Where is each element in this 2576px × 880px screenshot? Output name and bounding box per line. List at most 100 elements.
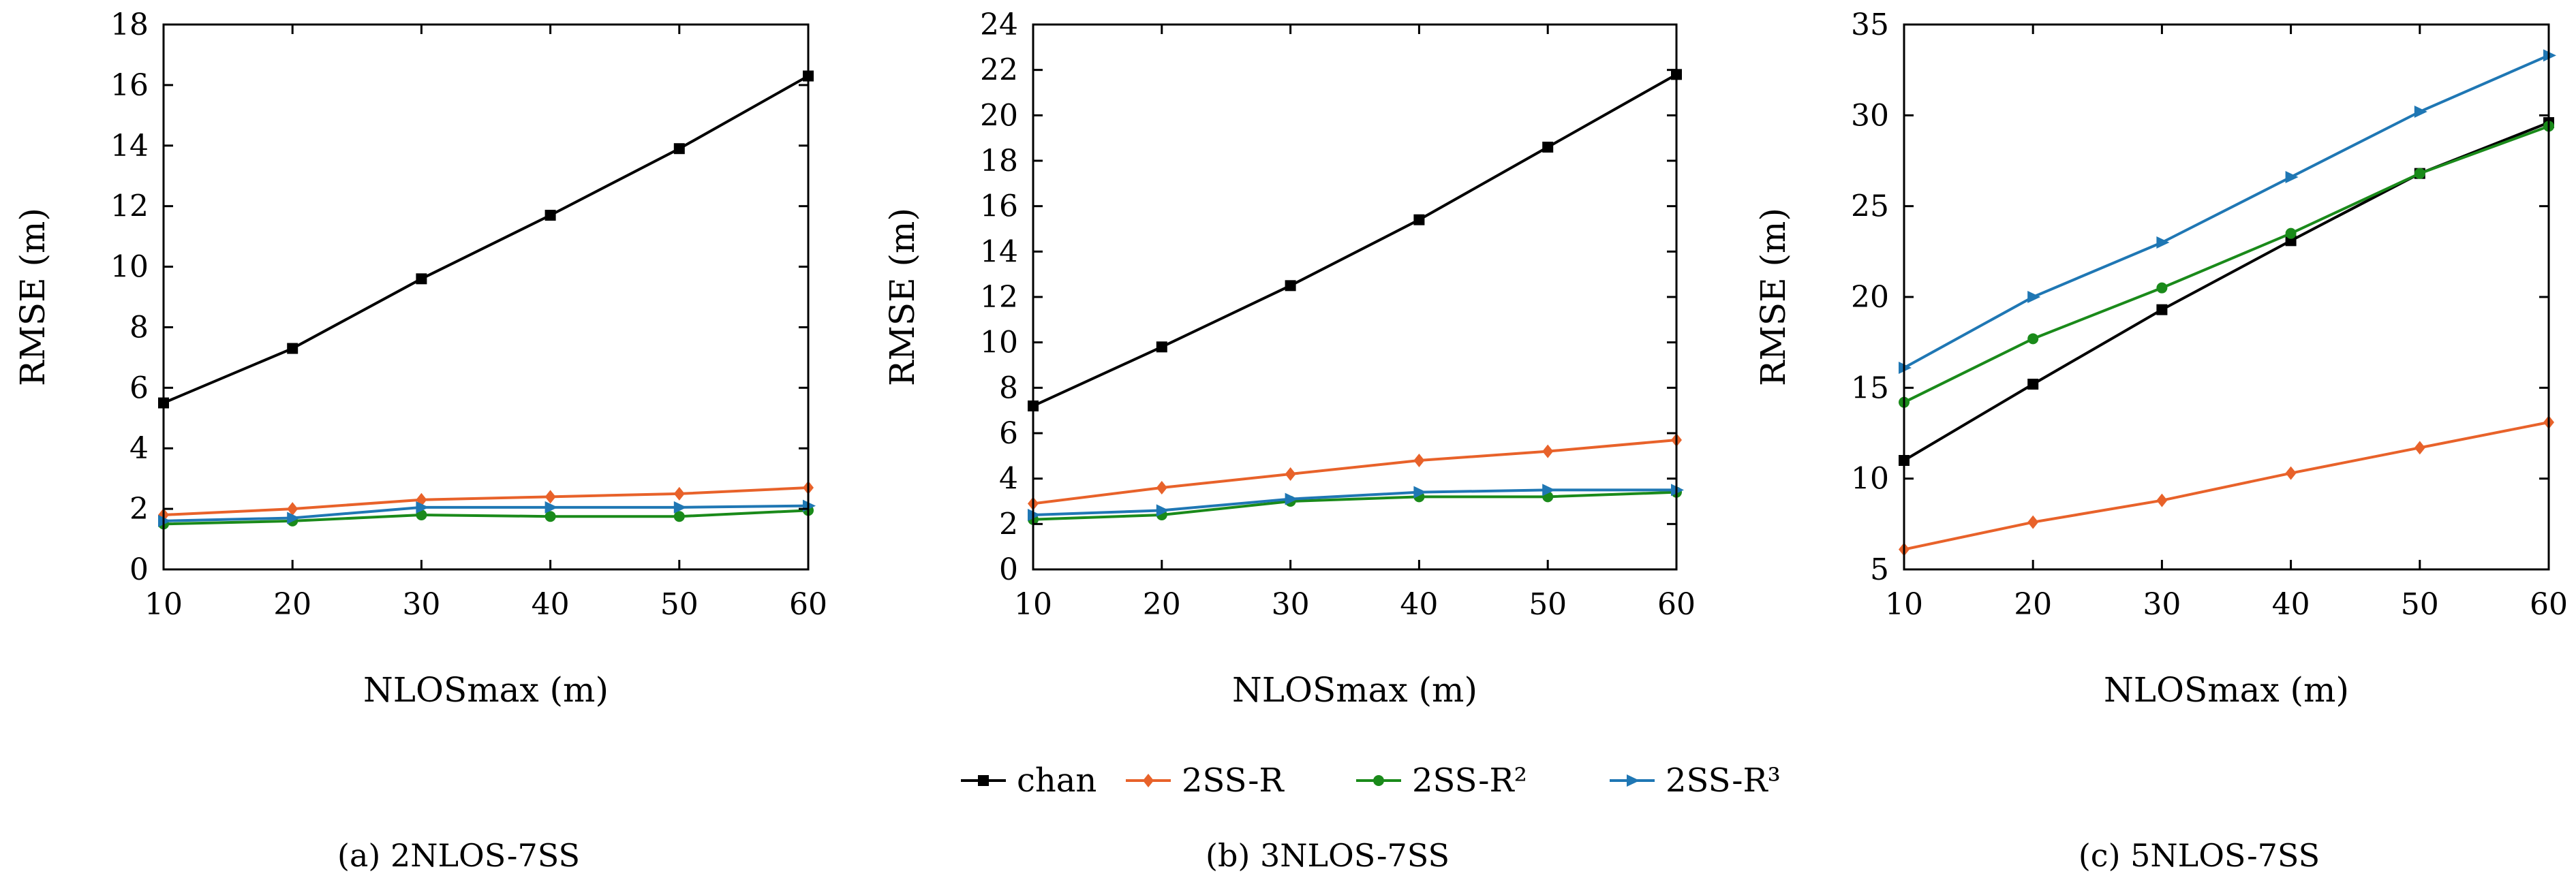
y-tick-label: 0 (999, 552, 1018, 587)
plot-frame (162, 23, 810, 571)
series-line-0 (1032, 73, 1677, 407)
y-tick-label: 10 (980, 326, 1018, 360)
data-point-1-3 (1413, 454, 1425, 467)
legend-label: 2SS-R³ (1666, 761, 1781, 800)
data-point-3-3 (2285, 171, 2299, 183)
legend-label: chan (1017, 761, 1097, 800)
x-tick-label: 10 (144, 587, 183, 622)
x-axis-label: NLOSmax (m) (363, 670, 609, 710)
data-point-0-2 (2156, 304, 2168, 315)
series-line-2 (1032, 490, 1677, 521)
data-point-2-2 (2156, 282, 2168, 294)
x-tick-label: 50 (660, 587, 699, 622)
series-line-0 (163, 74, 809, 405)
data-point-0-1 (287, 343, 298, 354)
y-tick-label: 0 (129, 552, 149, 587)
y-tick-label: 12 (980, 280, 1018, 315)
x-tick-label: 20 (273, 587, 311, 622)
legend-item: 2SS-R (1126, 761, 1285, 800)
y-tick-label: 4 (999, 462, 1018, 497)
x-tick-label: 10 (1014, 587, 1052, 622)
panel-caption: (a) 2NLOS-7SS (337, 837, 580, 874)
legend-marker (1143, 774, 1154, 787)
series-line-0 (1903, 121, 2549, 462)
x-tick-label: 40 (2272, 587, 2310, 622)
data-point-0-3 (1413, 214, 1425, 225)
data-point-3-2 (1285, 492, 1298, 505)
series-line-1 (163, 486, 809, 516)
data-point-1-3 (545, 490, 556, 504)
y-tick-label: 2 (129, 492, 149, 527)
series-line-3 (1032, 488, 1676, 516)
y-tick-label: 18 (110, 7, 149, 42)
y-tick-label: 16 (110, 68, 149, 103)
data-point-3-1 (287, 512, 301, 524)
x-tick-label: 30 (2143, 587, 2181, 622)
panel-caption: (b) 3NLOS-7SS (1206, 837, 1450, 874)
data-point-3-3 (1413, 486, 1427, 499)
x-tick-label: 60 (2530, 587, 2568, 622)
series-line-3 (163, 504, 809, 522)
y-tick-label: 35 (1851, 7, 1889, 42)
data-point-0-2 (416, 273, 427, 285)
y-axis-label: RMSE (m) (13, 208, 52, 386)
x-tick-label: 30 (402, 587, 440, 622)
data-point-1-1 (1156, 481, 1167, 494)
data-point-2-4 (2414, 168, 2425, 179)
data-point-1-1 (287, 502, 298, 516)
data-point-0-4 (1542, 142, 1554, 153)
legend-label: 2SS-R² (1412, 761, 1527, 800)
data-point-0-3 (545, 210, 556, 221)
y-tick-label: 2 (999, 507, 1018, 541)
data-point-0-1 (2027, 379, 2039, 390)
data-point-3-4 (673, 501, 687, 514)
series-line-2 (163, 509, 809, 526)
data-point-3-1 (1156, 504, 1169, 517)
panel-caption: (c) 5NLOS-7SS (2079, 837, 2320, 874)
data-point-0-2 (1285, 280, 1296, 292)
y-tick-label: 30 (1851, 98, 1889, 133)
y-tick-label: 5 (1870, 552, 1889, 587)
y-tick-label: 4 (129, 431, 149, 466)
x-tick-label: 10 (1885, 587, 1923, 622)
legend-marker (978, 775, 989, 786)
panel-1: 0 2 4 6 8 10 12 14 16 18 10 20 30 40 50 60 NLOSmax (m) RM… (13, 7, 827, 874)
y-tick-label: 16 (980, 189, 1018, 224)
y-tick-label: 25 (1851, 189, 1889, 224)
x-tick-label: 50 (1529, 587, 1567, 622)
x-tick-label: 40 (532, 587, 570, 622)
x-tick-label: 50 (2401, 587, 2439, 622)
x-tick-label: 60 (1657, 587, 1696, 622)
y-tick-label: 6 (129, 371, 149, 405)
legend-item: 2SS-R² (1356, 761, 1527, 800)
data-point-2-1 (2027, 333, 2039, 345)
x-tick-label: 20 (2014, 587, 2052, 622)
y-tick-label: 14 (110, 129, 149, 163)
y-tick-label: 24 (980, 7, 1018, 42)
y-tick-label: 8 (129, 310, 149, 345)
series-line-2 (1903, 125, 2549, 404)
plot-frame (1032, 23, 1678, 571)
y-tick-label: 12 (110, 189, 149, 224)
data-point-1-2 (1285, 467, 1296, 481)
data-point-1-4 (673, 486, 685, 501)
data-point-0-1 (1156, 341, 1167, 353)
y-axis-label: RMSE (m) (883, 208, 922, 386)
y-tick-label: 10 (110, 250, 149, 285)
y-tick-label: 22 (980, 53, 1018, 88)
data-point-1-2 (2156, 493, 2168, 507)
y-tick-label: 6 (999, 416, 1018, 451)
data-point-3-4 (2414, 106, 2427, 118)
data-point-2-3 (2285, 227, 2297, 239)
series-line-1 (1903, 421, 2549, 551)
data-point-3-3 (545, 501, 558, 514)
legend-marker (1373, 775, 1384, 786)
data-point-1-1 (2027, 515, 2039, 529)
x-tick-label: 40 (1400, 587, 1438, 622)
series-line-1 (1032, 439, 1677, 505)
x-tick-label: 20 (1143, 587, 1181, 622)
legend-item: 2SS-R³ (1610, 761, 1781, 800)
